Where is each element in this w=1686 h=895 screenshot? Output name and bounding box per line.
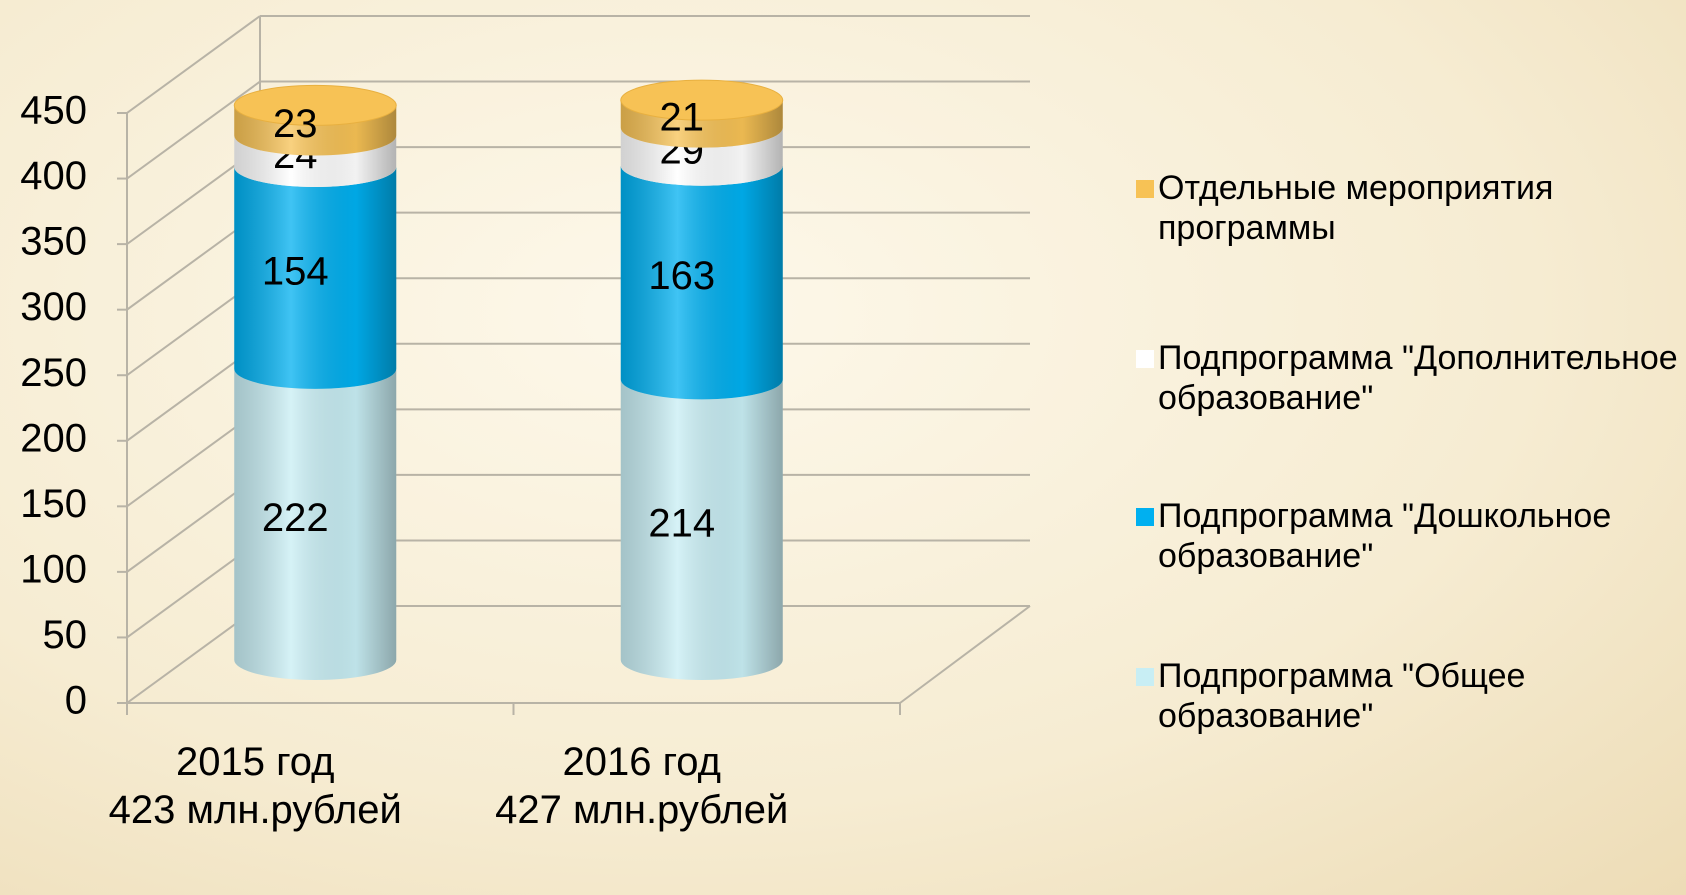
legend-item: Подпрограмма "Общее образование": [1136, 656, 1678, 736]
y-tick-label: 200: [20, 416, 87, 460]
x-tick-label: 2015 год 423 млн.рублей: [108, 740, 402, 832]
x-tick-label: 2016 год 427 млн.рублей: [495, 740, 789, 832]
legend-item: Отдельные мероприятия программы: [1136, 168, 1678, 248]
y-tick-label: 0: [65, 679, 87, 723]
y-tick-label: 350: [20, 220, 87, 264]
legend-label: Отдельные мероприятия программы: [1158, 169, 1554, 247]
legend-swatch: [1136, 180, 1154, 198]
bar-shading: [620, 165, 783, 400]
floor-edge: [899, 605, 1031, 704]
y-tick-label: 150: [20, 482, 87, 526]
bar-shading: [620, 100, 783, 148]
bar-shading: [620, 127, 783, 186]
y-tick-label: 100: [20, 547, 87, 591]
legend-label: Подпрограмма "Дополнительное образование…: [1158, 339, 1678, 417]
bar-shading: [234, 167, 397, 389]
grid-line: [126, 15, 261, 114]
y-tick-label: 450: [20, 89, 87, 133]
bar-shading: [620, 379, 783, 680]
y-tick-label: 50: [43, 613, 88, 657]
bar-shading: [234, 105, 397, 156]
legend-swatch: [1136, 508, 1154, 526]
legend-label: Подпрограмма "Общее образование": [1158, 657, 1526, 735]
bar-top: [620, 79, 784, 121]
value-label: 21: [660, 95, 705, 139]
value-label: 154: [262, 250, 329, 294]
value-label: 222: [262, 496, 329, 540]
y-tick-label: 400: [20, 154, 87, 198]
legend-label: Подпрограмма "Дошкольное образование": [1158, 497, 1612, 575]
y-tick-label: 250: [20, 351, 87, 395]
bar-top: [233, 84, 397, 126]
value-label: 163: [648, 254, 715, 298]
legend-item: Подпрограмма "Дошкольное образование": [1136, 496, 1678, 576]
value-label: 214: [648, 501, 715, 545]
legend-swatch: [1136, 350, 1154, 368]
legend-item: Подпрограмма "Дополнительное образование…: [1136, 338, 1678, 418]
value-label: 23: [273, 102, 318, 146]
bar-shading: [234, 135, 397, 188]
y-tick-label: 300: [20, 285, 87, 329]
grid-line: [126, 80, 261, 180]
legend-swatch: [1136, 668, 1154, 686]
bar-shading: [234, 368, 397, 680]
